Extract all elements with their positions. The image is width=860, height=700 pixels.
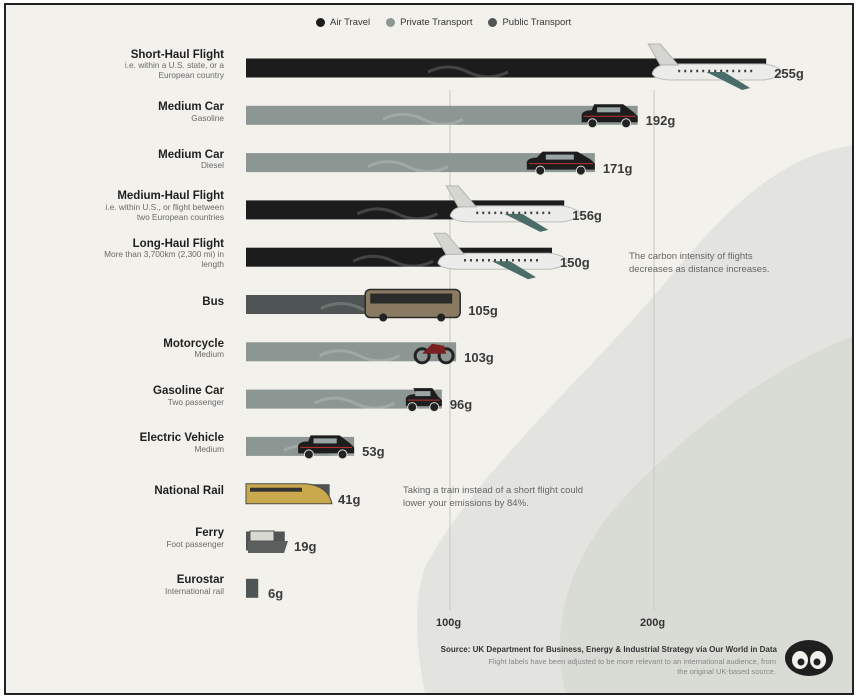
value-label: 192g — [645, 113, 676, 129]
legend-label: Public Transport — [502, 17, 572, 28]
bar — [246, 578, 259, 598]
category-name: Medium Car — [158, 148, 224, 161]
category-label: Eurostar International rail — [165, 574, 224, 597]
category-subtitle: More than 3,700km (2,300 mi) in length — [104, 249, 224, 270]
category-label: Medium Car Gasoline — [158, 101, 224, 124]
category-name: Electric Vehicle — [139, 432, 224, 445]
flights-annotation: The carbon intensity of flights decrease… — [629, 251, 770, 275]
category-label: Medium Car Diesel — [158, 149, 224, 172]
chart-canvas — [245, 43, 852, 693]
smoke-trail — [313, 396, 396, 410]
airplane-icon — [445, 185, 581, 232]
smoke-trail — [382, 112, 464, 126]
airplane-icon — [433, 232, 569, 280]
value-label: 6g — [268, 586, 284, 602]
category-label: Short-Haul Flight i.e. within a U.S. stat… — [94, 49, 224, 82]
car-icon — [298, 435, 355, 460]
category-name: Medium-Haul Flight — [117, 190, 224, 203]
bar — [246, 58, 767, 78]
brand-logo-icon — [785, 640, 833, 676]
category-name: Motorcycle — [163, 337, 224, 350]
value-label: 103g — [464, 349, 494, 365]
value-label: 19g — [294, 539, 317, 554]
category-subtitle: i.e. within U.S., or flight between two … — [105, 202, 224, 222]
smoke-trail — [427, 65, 509, 79]
smoke-trail — [352, 254, 434, 268]
legend-label: Private Transport — [400, 17, 473, 28]
footnote-text: Flight labels have been adjusted to be m… — [488, 657, 776, 677]
category-name: Ferry — [195, 527, 224, 539]
car-icon — [526, 151, 595, 176]
value-label: 171g — [602, 160, 633, 176]
value-label: 96g — [449, 397, 473, 413]
legend-item-public-transport: Public Transport — [488, 17, 571, 28]
value-label: 53g — [362, 444, 385, 460]
category-label: Bus — [202, 296, 224, 309]
legend-dot-air-travel — [316, 18, 325, 27]
category-label: Medium-Haul Flight i.e. within U.S., or f… — [94, 190, 224, 223]
train-icon — [245, 483, 333, 505]
category-subtitle: Foot passenger — [166, 538, 224, 549]
category-label: Gasoline Car Two passenger — [153, 385, 224, 408]
bar — [246, 105, 638, 125]
chart-legend: Air Travel Private Transport Public Tran… — [316, 17, 571, 28]
airplane-icon — [647, 43, 783, 90]
smoke-trail — [367, 160, 449, 174]
legend-item-private-transport: Private Transport — [386, 17, 472, 28]
category-label: National Rail — [154, 485, 224, 498]
category-subtitle: Medium — [194, 349, 224, 360]
category-subtitle: Two passenger — [167, 396, 224, 407]
infographic-frame: Air Travel Private Transport Public Tran… — [4, 3, 854, 695]
category-subtitle: Gasoline — [191, 112, 224, 123]
category-subtitle: i.e. within a U.S. state, or a European … — [124, 60, 224, 81]
category-name: Bus — [202, 296, 224, 308]
source-text: Source: UK Department for Business, Ener… — [440, 645, 777, 654]
train-annotation: Taking a train instead of a short flight… — [403, 485, 584, 509]
category-name: Gasoline Car — [153, 385, 224, 398]
category-name: National Rail — [154, 485, 224, 498]
category-label: Electric Vehicle Medium — [140, 432, 224, 455]
category-label: Long-Haul Flight More than 3,700km (2,300… — [94, 238, 224, 271]
value-label: 255g — [774, 66, 804, 81]
smoke-trail — [356, 207, 439, 221]
category-subtitle: International rail — [164, 585, 224, 596]
category-label: Ferry Foot passenger — [166, 527, 224, 550]
bar — [246, 342, 457, 362]
ferry-icon — [248, 530, 288, 553]
value-label: 41g — [338, 491, 361, 507]
smoke-trail — [318, 349, 401, 363]
x-tick-label: 200g — [640, 617, 666, 629]
value-label: 150g — [560, 255, 590, 271]
category-name: Short-Haul Flight — [130, 48, 224, 61]
category-name: Medium Car — [158, 101, 224, 114]
background-smoke-shape — [559, 336, 852, 693]
legend-dot-private-transport — [386, 18, 396, 27]
legend-item-air-travel: Air Travel — [316, 17, 370, 28]
value-label: 105g — [468, 302, 498, 318]
legend-label: Air Travel — [330, 17, 371, 28]
car-icon — [581, 104, 638, 129]
category-name: Long-Haul Flight — [132, 237, 224, 250]
category-subtitle: Diesel — [200, 160, 224, 171]
car-icon — [405, 388, 442, 413]
bar — [246, 153, 595, 173]
x-tick-label: 100g — [436, 617, 462, 629]
legend-dot-public-transport — [488, 18, 498, 27]
category-name: Eurostar — [176, 574, 224, 587]
value-label: 156g — [572, 207, 602, 223]
category-label: Motorcycle Medium — [163, 338, 224, 361]
category-subtitle: Medium — [194, 444, 224, 455]
motorcycle-icon — [413, 343, 455, 365]
bus-icon — [364, 288, 461, 322]
bar — [246, 389, 442, 409]
